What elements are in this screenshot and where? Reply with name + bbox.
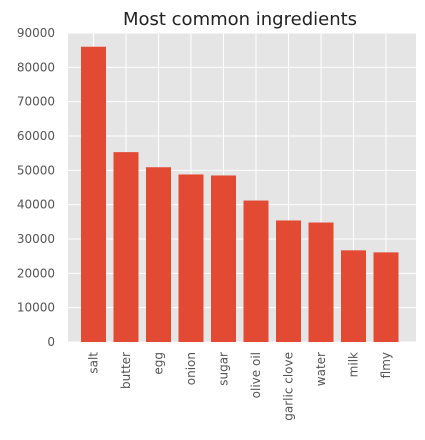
- y-tick-label: 80000: [17, 60, 55, 74]
- y-tick-label: 30000: [17, 232, 55, 246]
- y-tick-label: 10000: [17, 301, 55, 315]
- x-tick-label: olive oil: [249, 352, 263, 398]
- x-tick-label: onion: [184, 352, 198, 385]
- y-tick-label: 60000: [17, 129, 55, 143]
- bar-sugar: [211, 175, 236, 342]
- bar-butter: [113, 152, 139, 342]
- bars: [81, 46, 399, 342]
- chart-title: Most common ingredients: [123, 9, 357, 30]
- bar-water: [308, 222, 334, 342]
- y-tick-label: 70000: [17, 95, 55, 109]
- bar-onion: [178, 174, 204, 342]
- x-tick-label: salt: [87, 352, 101, 374]
- y-tick-label: 20000: [17, 266, 55, 280]
- bar-milk: [341, 250, 366, 342]
- x-axis-ticks: salt butter egg onion sugar olive oil garlic c…: [87, 352, 394, 421]
- y-tick-label: 90000: [17, 26, 55, 40]
- y-tick-label: 0: [47, 335, 55, 349]
- bar-flmy: [373, 252, 399, 342]
- bar-salt: [81, 46, 106, 342]
- x-tick-label: sugar: [217, 352, 231, 386]
- x-tick-label: egg: [152, 352, 166, 375]
- x-tick-label: flmy: [379, 352, 393, 378]
- y-tick-label: 50000: [17, 163, 55, 177]
- x-tick-label: milk: [347, 352, 361, 377]
- x-tick-label: garlic clove: [282, 352, 296, 421]
- x-tick-label: butter: [119, 352, 133, 389]
- bar-garlic-clove: [276, 220, 301, 342]
- x-tick-label: water: [314, 352, 328, 386]
- y-axis-ticks: 0 10000 20000 30000 40000 50000 60000 70000 8000…: [17, 26, 55, 349]
- y-tick-label: 40000: [17, 198, 55, 212]
- bar-egg: [146, 167, 171, 342]
- bar-olive-oil: [243, 200, 269, 342]
